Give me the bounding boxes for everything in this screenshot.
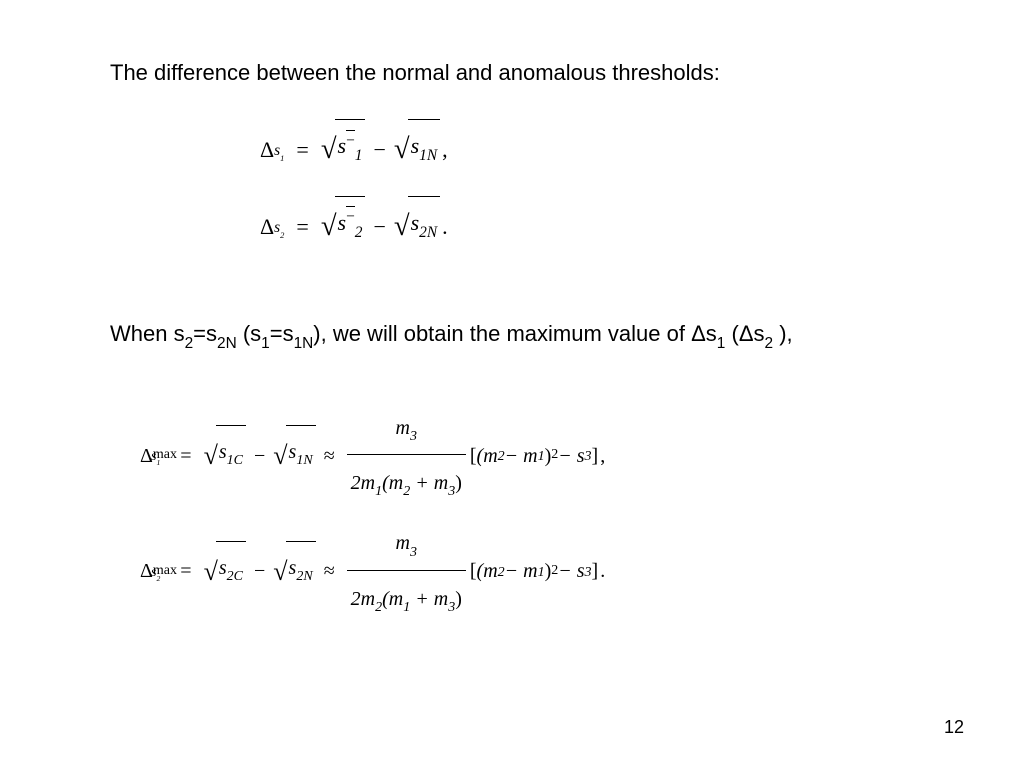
page-number: 12 [944,717,964,738]
equation-1-row-2: Δs2 = √s−2 − √s2N. [260,193,924,262]
slide-content: The difference between the normal and an… [0,0,1024,673]
equation-2-row-1: Δmaxs1 = √s1C − √s1N ≈ m3 2m1(m2 + m3) [… [140,402,924,510]
equation-block-2: Δmaxs1 = √s1C − √s1N ≈ m3 2m1(m2 + m3) [… [140,402,924,626]
intro-text: The difference between the normal and an… [110,60,924,86]
equation-block-1: Δs1 = √s−1 − √s1N, Δs2 = √s−2 − √s2N. [260,116,924,261]
condition-text: When s2=s2N (s1=s1N), we will obtain the… [110,321,924,351]
equation-1-row-1: Δs1 = √s−1 − √s1N, [260,116,924,185]
equation-2-row-2: Δmaxs2 = √s2C − √s2N ≈ m3 2m2(m1 + m3) [… [140,517,924,625]
